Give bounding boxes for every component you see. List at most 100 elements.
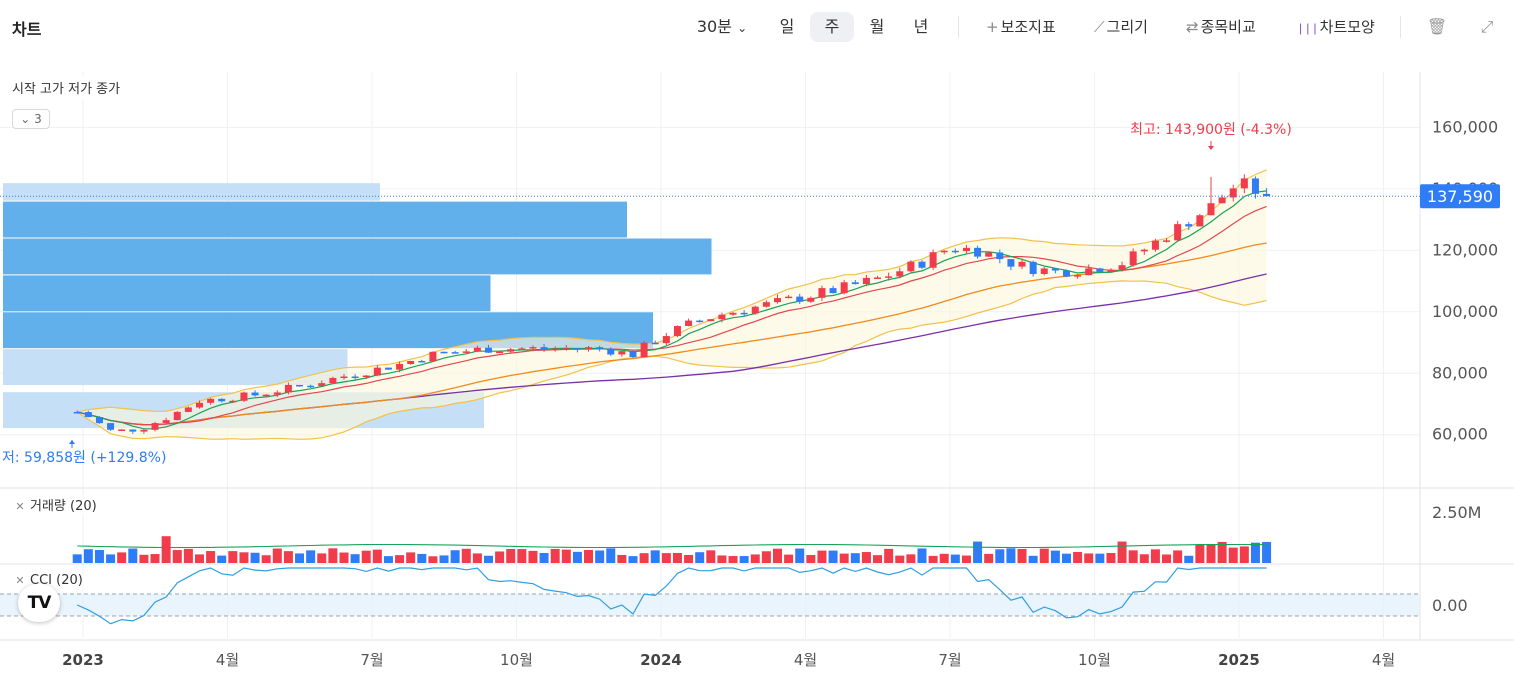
- volume-bar: [917, 548, 927, 563]
- candle-body: [829, 288, 837, 294]
- candle-body: [618, 351, 626, 355]
- candle-body: [1151, 240, 1159, 250]
- volume-bar: [1206, 544, 1216, 563]
- candle-body: [1163, 240, 1171, 242]
- low-price-label: 저: 59,858원 (+129.8%): [2, 450, 166, 466]
- chart-style-label: 차트모양: [1319, 18, 1375, 36]
- volume-bar: [795, 548, 805, 563]
- candle-body: [740, 312, 748, 315]
- candle-body: [896, 271, 904, 277]
- volume-bar: [1195, 544, 1205, 563]
- candle-body: [284, 384, 292, 393]
- legend-collapse-button[interactable]: ⌄ 3: [12, 109, 50, 129]
- period-month-button[interactable]: 월: [869, 17, 885, 36]
- indicators-button[interactable]: + 보조지표: [986, 12, 1056, 42]
- candle-body: [718, 314, 726, 320]
- volume-bar: [461, 548, 471, 563]
- toolbar-divider: [1400, 16, 1401, 38]
- time-tick-label: 4월: [216, 651, 239, 669]
- volume-panel-label: ✕ 거래량 (20): [10, 495, 100, 514]
- volume-bar: [806, 555, 816, 563]
- volume-bar: [1228, 547, 1238, 563]
- price-tick-label: 120,000: [1432, 240, 1498, 259]
- close-icon[interactable]: ✕: [15, 574, 25, 587]
- volume-bar: [439, 555, 449, 563]
- volume-bar: [106, 554, 116, 563]
- volume-bar: [1006, 548, 1016, 563]
- candle-chart-icon: ❘❘❘: [1296, 22, 1320, 35]
- period-week-button[interactable]: 주: [810, 12, 854, 42]
- volume-label-text: 거래량 (20): [30, 499, 97, 514]
- candle-body: [1040, 268, 1048, 275]
- expand-icon[interactable]: ⤢: [1480, 17, 1494, 36]
- time-tick-label: 4월: [794, 651, 817, 669]
- candle-body: [240, 392, 248, 401]
- volume-bar: [1139, 554, 1149, 563]
- volume-bar: [1084, 553, 1094, 563]
- candle-body: [929, 252, 937, 268]
- time-tick-label: 2025: [1218, 651, 1260, 669]
- time-tick-label: 10월: [500, 651, 533, 669]
- volume-bar: [1184, 555, 1194, 563]
- trash-icon[interactable]: 🗑: [1426, 17, 1448, 36]
- volume-bar: [1073, 552, 1083, 563]
- volume-bar: [1028, 555, 1038, 563]
- volume-bar: [128, 548, 138, 563]
- candle-body: [473, 347, 481, 352]
- interval-label: 30분: [696, 17, 732, 36]
- candle-body: [273, 392, 281, 395]
- candle-body: [329, 377, 337, 384]
- candle-body: [729, 312, 737, 315]
- candle-body: [184, 407, 192, 412]
- interval-dropdown[interactable]: 30분 ⌄: [690, 12, 754, 42]
- candle-body: [707, 319, 715, 322]
- time-tick-label: 7월: [938, 651, 961, 669]
- candle-body: [451, 352, 459, 354]
- chart-style-button[interactable]: ❘❘❘ 차트모양: [1296, 12, 1375, 42]
- volume-bar: [117, 552, 127, 563]
- candle-body: [195, 402, 203, 408]
- candle-body: [407, 360, 415, 364]
- chevron-down-icon: ⌄: [737, 21, 748, 35]
- volume-bar: [706, 550, 716, 563]
- volume-bar: [661, 553, 671, 563]
- period-year-button[interactable]: 년: [913, 17, 929, 36]
- candle-body: [507, 349, 515, 352]
- volume-bar: [1162, 554, 1172, 563]
- candle-body: [496, 351, 504, 354]
- bollinger-lower-line: [76, 280, 1267, 440]
- volume-bar: [1173, 550, 1183, 563]
- drawing-label: 그리기: [1106, 18, 1148, 36]
- volume-bar: [973, 541, 983, 563]
- volume-bar: [417, 553, 427, 563]
- candle-body: [373, 367, 381, 376]
- candle-body: [951, 250, 959, 253]
- high-price-label: 최고: 143,900원 (-4.3%): [1130, 122, 1292, 138]
- volume-bar: [639, 553, 649, 563]
- candle-body: [1118, 265, 1126, 270]
- volume-bar: [1239, 546, 1249, 563]
- drawing-button[interactable]: ⟋ 그리기: [1094, 12, 1148, 42]
- volume-bar: [750, 554, 760, 563]
- candle-body: [540, 347, 548, 350]
- period-day-button[interactable]: 일: [779, 17, 795, 36]
- volume-bar: [617, 554, 627, 563]
- candle-body: [585, 347, 593, 350]
- compare-arrows-icon: ⇄: [1186, 18, 1199, 36]
- volume-bar: [850, 553, 860, 563]
- candle-body: [1051, 268, 1059, 271]
- candle-body: [751, 306, 759, 314]
- candle-body: [874, 277, 882, 279]
- close-icon[interactable]: ✕: [15, 500, 25, 513]
- volume-bar: [1050, 550, 1060, 563]
- compare-label: 종목비교: [1200, 18, 1256, 36]
- candle-body: [229, 400, 237, 403]
- volume-profile-bar: [3, 183, 380, 201]
- compare-button[interactable]: ⇄ 종목비교: [1186, 12, 1256, 42]
- candle-body: [462, 351, 470, 353]
- volume-bar: [628, 556, 638, 563]
- volume-bar: [684, 554, 694, 563]
- candle-body: [1074, 275, 1082, 277]
- candle-body: [562, 348, 570, 350]
